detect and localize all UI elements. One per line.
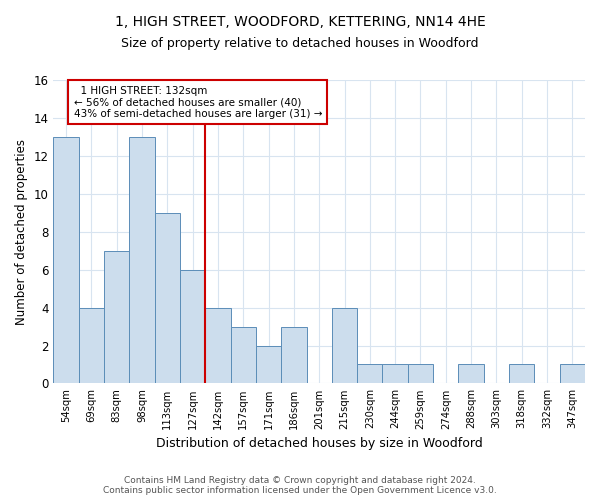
Text: 1, HIGH STREET, WOODFORD, KETTERING, NN14 4HE: 1, HIGH STREET, WOODFORD, KETTERING, NN1… [115, 15, 485, 29]
Bar [256, 346, 281, 384]
Bar [509, 364, 535, 384]
Bar [130, 137, 155, 384]
Bar [357, 364, 382, 384]
Bar [382, 364, 408, 384]
Bar [205, 308, 230, 384]
Bar [408, 364, 433, 384]
Y-axis label: Number of detached properties: Number of detached properties [15, 138, 28, 324]
X-axis label: Distribution of detached houses by size in Woodford: Distribution of detached houses by size … [156, 437, 482, 450]
Bar [560, 364, 585, 384]
Bar [53, 137, 79, 384]
Bar [104, 250, 130, 384]
Bar [180, 270, 205, 384]
Bar [458, 364, 484, 384]
Bar [155, 213, 180, 384]
Text: Size of property relative to detached houses in Woodford: Size of property relative to detached ho… [121, 38, 479, 51]
Text: Contains HM Land Registry data © Crown copyright and database right 2024.
Contai: Contains HM Land Registry data © Crown c… [103, 476, 497, 495]
Bar [79, 308, 104, 384]
Text: 1 HIGH STREET: 132sqm
← 56% of detached houses are smaller (40)
43% of semi-deta: 1 HIGH STREET: 132sqm ← 56% of detached … [74, 86, 322, 119]
Bar [281, 326, 307, 384]
Bar [332, 308, 357, 384]
Bar [230, 326, 256, 384]
